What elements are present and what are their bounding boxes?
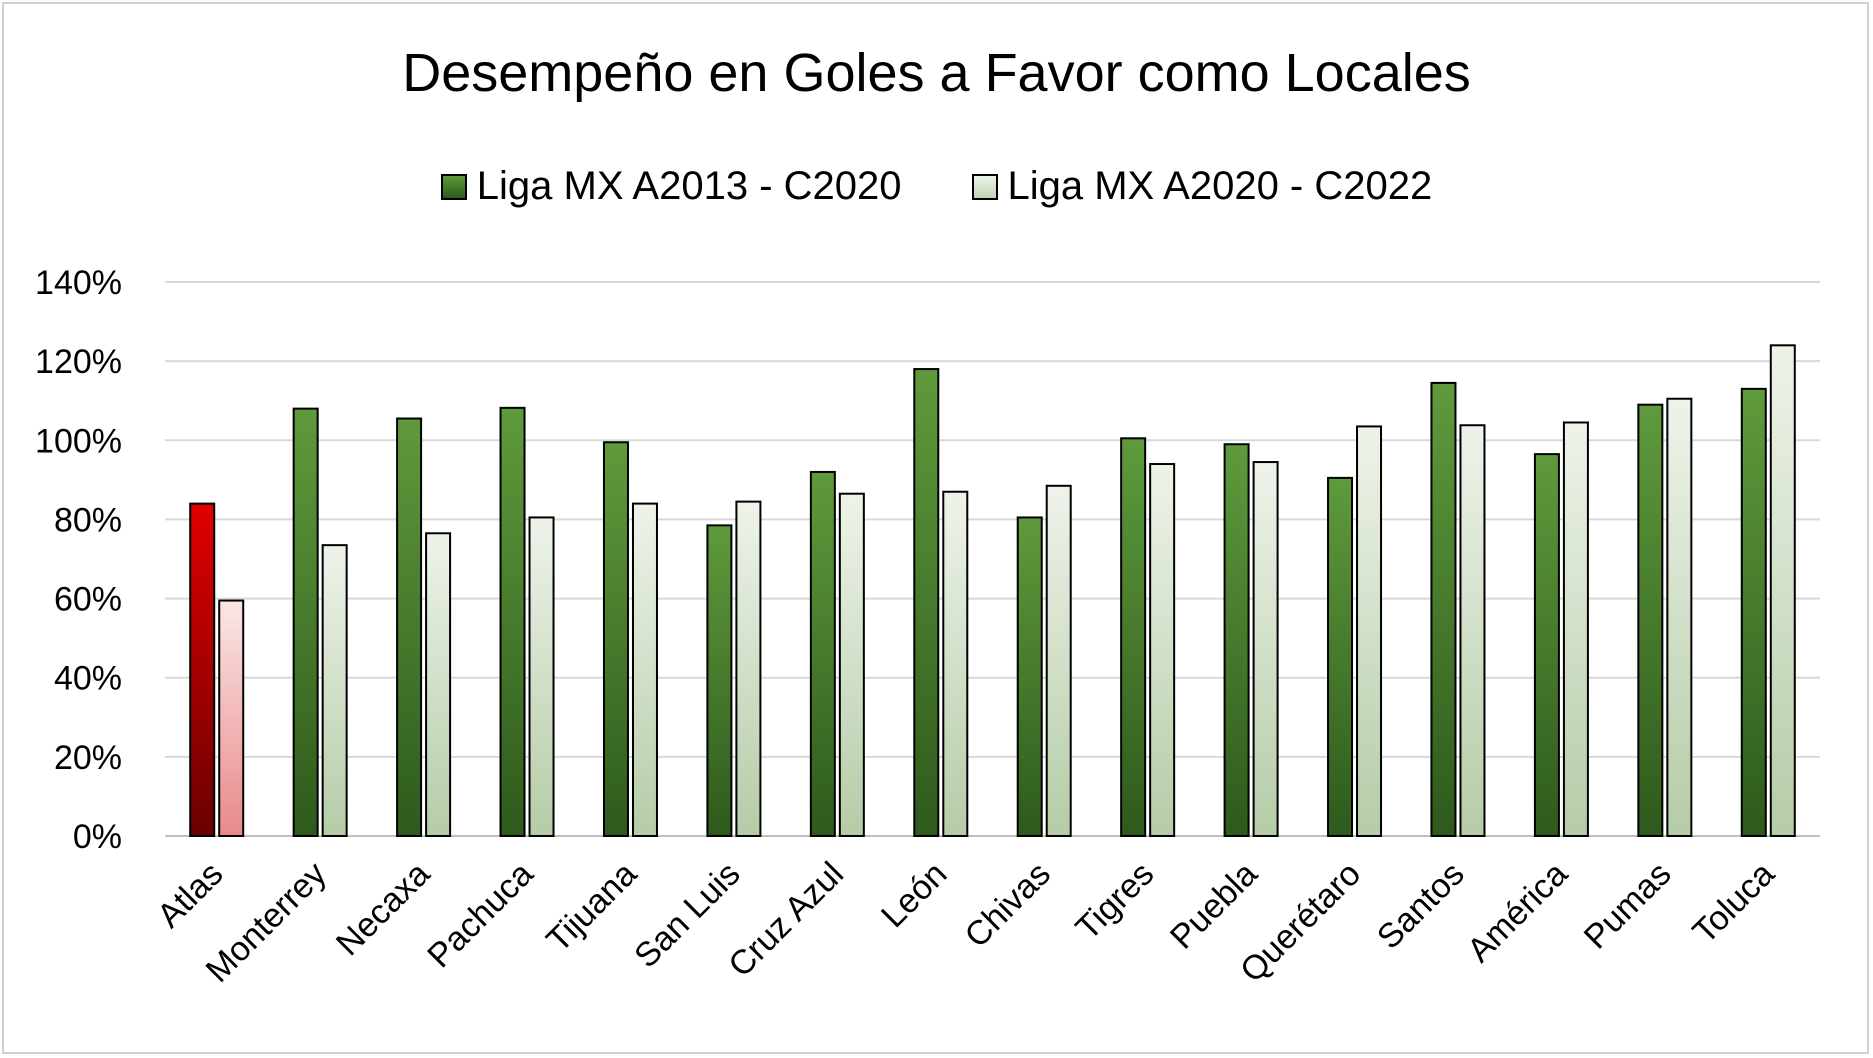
bar-series-2 bbox=[631, 502, 658, 837]
bar-series-2 bbox=[1356, 425, 1383, 837]
bar-series-2 bbox=[735, 500, 762, 837]
bars bbox=[189, 344, 1796, 838]
x-category-label: Pumas bbox=[1577, 855, 1679, 957]
bar-series-1 bbox=[1327, 476, 1354, 837]
bar-series-2 bbox=[1149, 463, 1176, 837]
bar-series-1 bbox=[706, 524, 733, 837]
y-tick-label: 120% bbox=[35, 343, 122, 381]
bar-series-1 bbox=[499, 406, 526, 837]
x-category-label: Chivas bbox=[958, 855, 1058, 955]
x-category-label: Tijuana bbox=[539, 855, 644, 960]
y-tick-label: 80% bbox=[54, 501, 122, 539]
bar-series-1 bbox=[1740, 387, 1767, 837]
bar-series-2 bbox=[1252, 461, 1279, 837]
bar-series-2 bbox=[321, 544, 348, 838]
bar-series-1 bbox=[1430, 381, 1457, 837]
x-category-label: Puebla bbox=[1163, 855, 1265, 957]
chart-title: Desempeño en Goles a Favor como Locales bbox=[402, 43, 1471, 103]
bar-series-1 bbox=[809, 470, 836, 837]
bar-series-2 bbox=[1459, 424, 1486, 837]
bar-series-1 bbox=[189, 502, 216, 837]
bar-series-1 bbox=[1016, 516, 1043, 837]
x-category-label: Pachuca bbox=[420, 855, 540, 975]
legend-swatch-series-1 bbox=[440, 173, 467, 200]
y-axis-ticks: 0% 20% 40% 60% 80% 100% 120% 140% bbox=[35, 264, 122, 856]
x-category-label: América bbox=[1460, 855, 1575, 970]
bar-series-1 bbox=[913, 368, 940, 837]
y-tick-label: 140% bbox=[35, 264, 122, 302]
bar-series-1 bbox=[1120, 437, 1147, 837]
bar-series-2 bbox=[1562, 421, 1589, 837]
y-tick-label: 100% bbox=[35, 422, 122, 460]
y-tick-label: 20% bbox=[54, 739, 122, 777]
bar-series-1 bbox=[1533, 453, 1560, 837]
bar-series-2 bbox=[218, 599, 245, 837]
x-category-label: Tigres bbox=[1069, 855, 1162, 948]
bar-series-2 bbox=[942, 490, 969, 837]
legend-item-series-1: Liga MX A2013 - C2020 bbox=[440, 164, 902, 209]
bar-series-2 bbox=[1045, 484, 1072, 837]
bar-series-2 bbox=[528, 516, 555, 837]
y-tick-label: 40% bbox=[54, 660, 122, 698]
legend-label-series-2: Liga MX A2020 - C2022 bbox=[1007, 164, 1433, 208]
x-category-label: Santos bbox=[1370, 855, 1472, 957]
bar-series-1 bbox=[1223, 443, 1250, 837]
bar-series-2 bbox=[838, 492, 865, 837]
legend-item-series-2: Liga MX A2020 - C2022 bbox=[971, 164, 1433, 209]
bar-series-2 bbox=[1769, 344, 1796, 837]
x-category-label: Atlas bbox=[150, 855, 230, 935]
bar-series-1 bbox=[292, 407, 319, 837]
chart-legend: Liga MX A2013 - C2020 Liga MX A2020 - C2… bbox=[0, 164, 1873, 209]
bar-series-1 bbox=[396, 417, 423, 837]
legend-label-series-1: Liga MX A2013 - C2020 bbox=[476, 164, 902, 208]
bar-series-1 bbox=[1637, 403, 1664, 837]
bar-series-2 bbox=[425, 532, 452, 837]
y-tick-label: 60% bbox=[54, 581, 122, 619]
bar-series-1 bbox=[602, 441, 629, 837]
x-category-label: Toluca bbox=[1686, 855, 1782, 951]
legend-swatch-series-2 bbox=[971, 173, 998, 200]
bar-series-2 bbox=[1666, 397, 1693, 837]
x-category-label: Cruz Azul bbox=[721, 855, 851, 985]
x-category-label: León bbox=[874, 855, 954, 935]
y-tick-label: 0% bbox=[73, 818, 122, 856]
